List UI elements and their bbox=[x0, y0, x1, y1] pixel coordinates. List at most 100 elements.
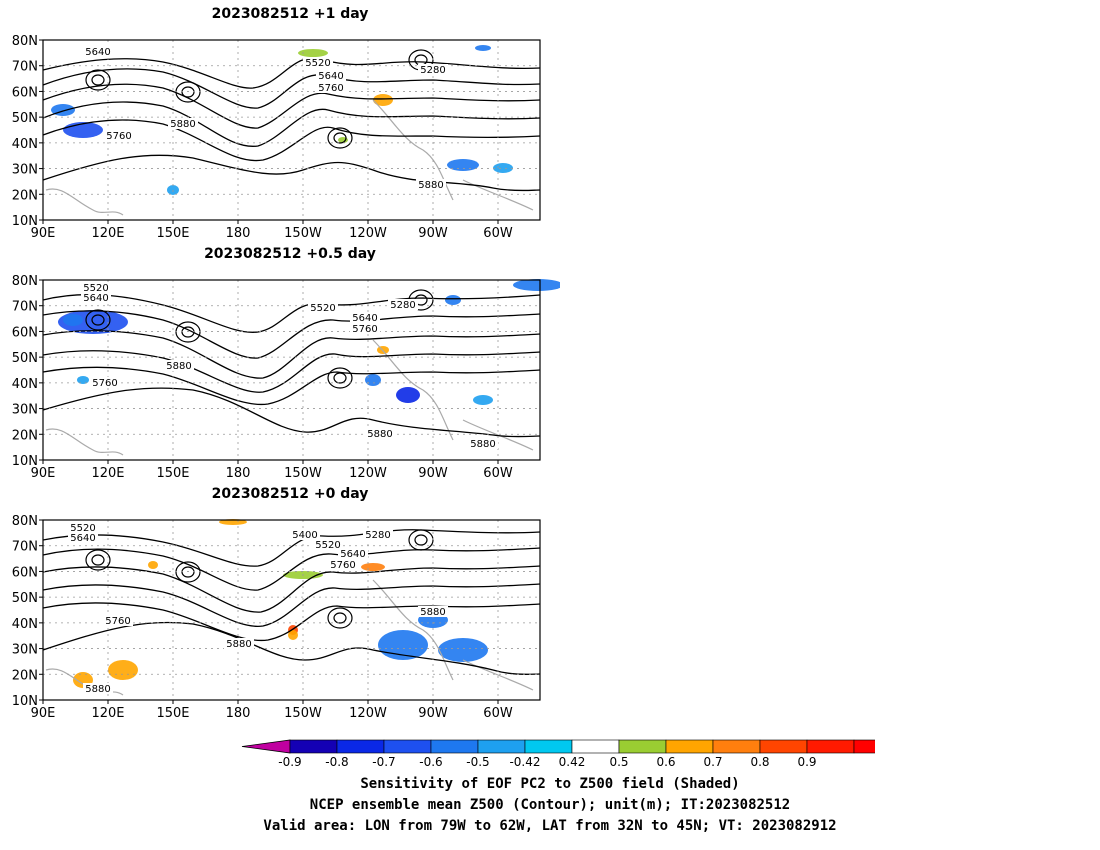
contour-label: 5880 bbox=[85, 684, 110, 695]
colorbar-box bbox=[430, 739, 479, 754]
contour-label: 5880 bbox=[420, 607, 445, 618]
sensitivity-shading bbox=[108, 660, 138, 680]
y-tick-label: 10N bbox=[12, 214, 38, 229]
contour-label-bg bbox=[83, 46, 113, 57]
colorbar-tick-label: 0.6 bbox=[656, 755, 675, 768]
contour-label-bg bbox=[416, 179, 446, 190]
z500-contour bbox=[42, 387, 541, 438]
contour-label: 5880 bbox=[470, 439, 495, 450]
contour-label-bg bbox=[83, 683, 113, 694]
colorbar-box bbox=[524, 739, 573, 754]
contour-label: 5280 bbox=[420, 65, 445, 76]
map-frame bbox=[42, 519, 541, 701]
colorbar-tick-label: 0.9 bbox=[797, 755, 816, 768]
colorbar-box bbox=[477, 739, 526, 754]
sensitivity-shading bbox=[63, 122, 103, 138]
x-tick-label: 150W bbox=[284, 706, 322, 721]
contour-label: 5760 bbox=[352, 324, 377, 335]
closed-contour bbox=[333, 612, 347, 624]
contour-label-bg bbox=[81, 292, 111, 303]
contour-label: 5640 bbox=[70, 533, 95, 544]
colorbar-box bbox=[336, 739, 385, 754]
contour-label-bg bbox=[363, 529, 393, 540]
closed-contour bbox=[91, 314, 105, 326]
y-tick-label: 20N bbox=[12, 428, 38, 443]
sensitivity-shading bbox=[447, 159, 479, 171]
contour-label-bg bbox=[468, 438, 498, 449]
contour-label: 5760 bbox=[318, 83, 343, 94]
closed-contour bbox=[181, 326, 195, 338]
contour-label-bg bbox=[68, 522, 98, 533]
z500-contour bbox=[42, 330, 541, 379]
z500-contour bbox=[42, 565, 541, 613]
colorbar-box bbox=[806, 739, 855, 754]
colorbar-tick-label: -0.8 bbox=[325, 755, 348, 768]
sensitivity-shading bbox=[361, 563, 385, 571]
contour-label-bg bbox=[313, 539, 343, 550]
closed-contour bbox=[85, 69, 111, 91]
colorbar-tick-label: -0.6 bbox=[419, 755, 442, 768]
panel-3-title: 2023082512 +0 day bbox=[211, 486, 369, 502]
y-tick-label: 80N bbox=[12, 34, 38, 49]
closed-contour bbox=[175, 561, 201, 583]
y-tick-label: 60N bbox=[12, 325, 38, 340]
z500-contour bbox=[42, 350, 541, 393]
contour-label: 5760 bbox=[105, 616, 130, 627]
x-tick-label: 120E bbox=[91, 706, 124, 721]
z500-contour bbox=[42, 57, 541, 89]
y-tick-label: 70N bbox=[12, 540, 38, 555]
sensitivity-shading bbox=[365, 374, 381, 386]
x-tick-label: 150E bbox=[156, 466, 189, 481]
contour-label-bg bbox=[164, 360, 194, 371]
y-tick-label: 40N bbox=[12, 617, 38, 632]
colorbar-box bbox=[571, 739, 620, 754]
z500-contour bbox=[42, 621, 541, 675]
closed-contour bbox=[327, 127, 353, 149]
sensitivity-shading bbox=[493, 163, 513, 173]
coastline bbox=[45, 428, 124, 456]
contour-label-bg bbox=[103, 615, 133, 626]
contour-label-bg bbox=[388, 299, 418, 310]
x-tick-label: 180 bbox=[226, 466, 251, 481]
colorbar-box bbox=[618, 739, 667, 754]
contour-label-bg bbox=[338, 548, 368, 559]
y-tick-label: 60N bbox=[12, 565, 38, 580]
contour-label: 5520 bbox=[83, 283, 108, 294]
colorbar-tick-label: -0.9 bbox=[278, 755, 301, 768]
contour-label: 5880 bbox=[166, 361, 191, 372]
x-tick-label: 150E bbox=[156, 706, 189, 721]
contour-label-bg bbox=[308, 302, 338, 313]
y-tick-label: 40N bbox=[12, 377, 38, 392]
contour-label: 5640 bbox=[85, 47, 110, 58]
contour-label: 5880 bbox=[226, 639, 251, 650]
x-tick-label: 60W bbox=[483, 466, 513, 481]
panel-2-title: 2023082512 +0.5 day bbox=[204, 246, 376, 262]
sensitivity-shading bbox=[148, 561, 158, 569]
x-tick-label: 120W bbox=[349, 226, 387, 241]
colorbar-left-arrow bbox=[241, 739, 291, 754]
x-tick-label: 150E bbox=[156, 226, 189, 241]
colorbar-tick-label: -0.5 bbox=[466, 755, 489, 768]
contour-label-bg bbox=[316, 82, 346, 93]
y-tick-label: 50N bbox=[12, 591, 38, 606]
y-tick-label: 10N bbox=[12, 454, 38, 469]
y-tick-label: 10N bbox=[12, 694, 38, 709]
y-tick-label: 30N bbox=[12, 163, 38, 178]
z500-contour bbox=[42, 154, 541, 192]
y-tick-label: 50N bbox=[12, 351, 38, 366]
colorbar-box bbox=[712, 739, 761, 754]
y-tick-label: 50N bbox=[12, 111, 38, 126]
sensitivity-shading bbox=[63, 314, 83, 326]
contour-label: 5400 bbox=[292, 530, 317, 541]
y-tick-label: 60N bbox=[12, 85, 38, 100]
contour-label: 5760 bbox=[330, 560, 355, 571]
footer-line-1: Sensitivity of EOF PC2 to Z500 field (Sh… bbox=[360, 776, 740, 792]
coastline bbox=[372, 579, 454, 681]
closed-contour bbox=[333, 132, 347, 144]
x-tick-label: 120E bbox=[91, 226, 124, 241]
contour-label: 5640 bbox=[318, 71, 343, 82]
coastline bbox=[45, 188, 124, 216]
contour-label-bg bbox=[350, 323, 380, 334]
